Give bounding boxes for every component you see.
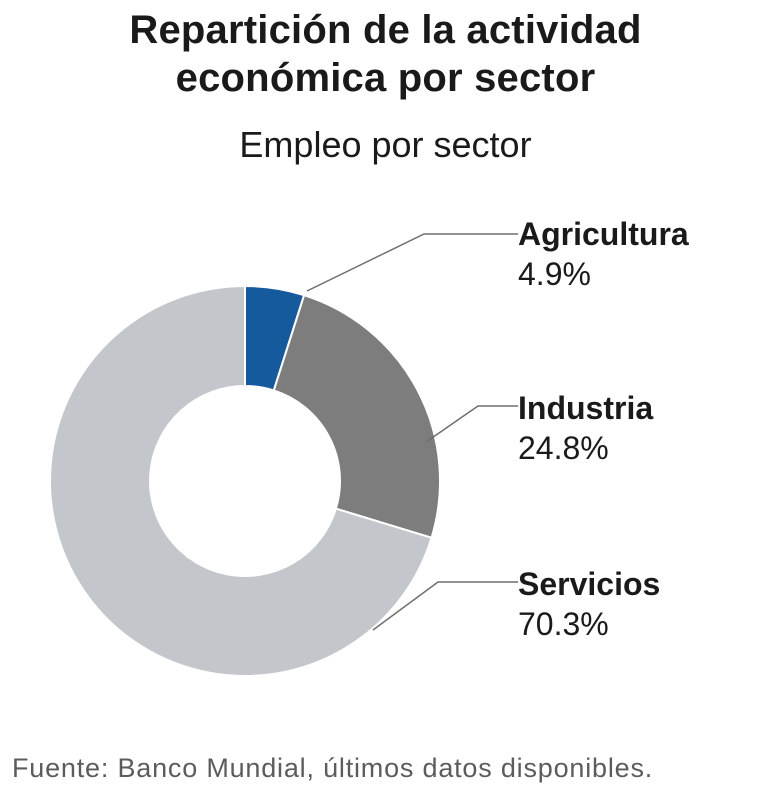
leader-agricultura bbox=[307, 234, 518, 291]
label-name-agricultura: Agricultura bbox=[518, 214, 689, 254]
source-footer: Fuente: Banco Mundial, últimos datos dis… bbox=[12, 753, 653, 784]
slice-industria bbox=[274, 295, 440, 538]
donut-chart-area: Agricultura4.9% Industria24.8% Servicios70… bbox=[0, 6, 771, 800]
donut-chart bbox=[0, 6, 771, 800]
label-value-agricultura: 4.9% bbox=[518, 254, 689, 294]
label-name-industria: Industria bbox=[518, 388, 653, 428]
label-servicios: Servicios70.3% bbox=[518, 564, 660, 644]
label-industria: Industria24.8% bbox=[518, 388, 653, 468]
leader-industria bbox=[426, 406, 518, 442]
label-value-servicios: 70.3% bbox=[518, 604, 660, 644]
label-name-servicios: Servicios bbox=[518, 564, 660, 604]
label-agricultura: Agricultura4.9% bbox=[518, 214, 689, 294]
chart-container: Repartición de la actividad económica po… bbox=[0, 6, 771, 800]
label-value-industria: 24.8% bbox=[518, 428, 653, 468]
